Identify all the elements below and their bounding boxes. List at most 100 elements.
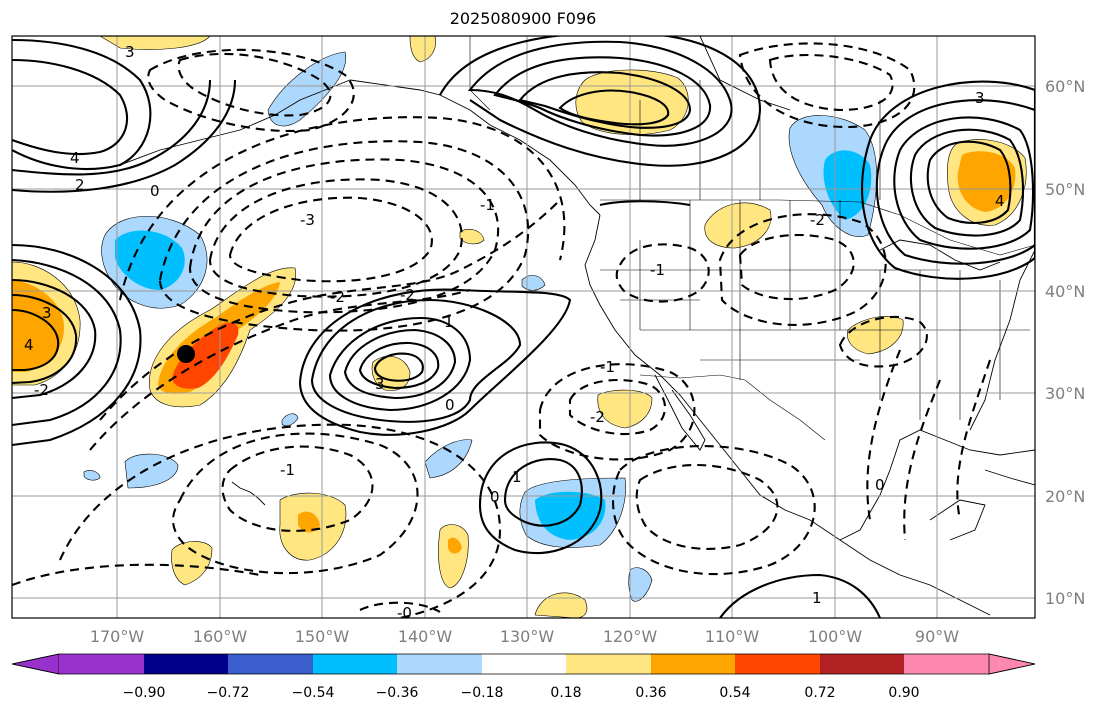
border-state-1 [639, 200, 1001, 420]
coastline-hawaii [231, 481, 266, 506]
graticule-layer [12, 36, 1035, 618]
border-us-mexico [639, 374, 826, 441]
shade-positive-arctic-1 [409, 36, 436, 63]
lat-label-50n: 50°N [1045, 180, 1085, 199]
contour-negative-arctic-1 [177, 52, 332, 117]
contour-label-neg1-hawaii: -1 [280, 461, 295, 479]
shade-negative-small-6 [281, 413, 299, 427]
contour-label-4-west-pacific: 4 [24, 336, 34, 354]
coastline-gulf [839, 429, 1035, 541]
shade-positive-northeast-core [957, 151, 1016, 212]
lon-label-100w: 100°W [808, 627, 863, 646]
contour-label-4-northeast: 4 [995, 192, 1005, 210]
coastline-baja [654, 374, 706, 451]
contour-positive-central-outer-2 [298, 288, 572, 436]
colorbar-tick-neg018: −0.18 [461, 685, 504, 701]
colorbar-bin-6 [482, 654, 566, 674]
contour-label-1-central-pacific: 1 [444, 313, 454, 331]
contour-label-0-central-pacific: 0 [445, 396, 455, 414]
coastline-central-america [839, 539, 991, 616]
colorbar-tick-pos054: 0.54 [719, 685, 750, 701]
colorbar-tick-pos018: 0.18 [550, 685, 581, 701]
contour-positive-northeast-1 [893, 116, 1035, 250]
contour-positive-gulf-of-alaska-4 [12, 79, 237, 193]
shade-positive-mid-core-2 [448, 537, 462, 554]
contour-label-3-central-pacific: 3 [375, 375, 385, 393]
contour-positive-northeast-4 [875, 99, 1035, 265]
lon-label-90w: 90°W [915, 627, 959, 646]
lon-label-150w: 150°W [295, 627, 350, 646]
map-frame [11, 35, 1036, 619]
contour-negative-hawaii-1 [221, 445, 374, 532]
shade-positive-midwest [847, 316, 904, 355]
contour-positive-gulf-of-alaska-1 [12, 38, 152, 171]
longitude-labels: 170°W 160°W 150°W 140°W 130°W 120°W 110°… [90, 627, 959, 646]
colorbar-tick-neg072: −0.72 [207, 685, 250, 701]
colorbar-tick-pos090: 0.90 [888, 685, 919, 701]
contour-label-neg2-plains: -2 [810, 211, 825, 229]
contour-positive-west-2 [12, 293, 78, 385]
coastline-alaska [349, 79, 601, 216]
contour-positive-rockies-closed [599, 200, 691, 207]
contour-label-neg3-north-pacific: -3 [300, 211, 315, 229]
colorbar-outline [11, 653, 1036, 675]
colorbar-bin-10 [820, 654, 904, 674]
location-marker [177, 345, 195, 363]
contour-positive-central-3 [358, 341, 440, 390]
colorbar-bin-2 [144, 654, 228, 674]
colorbar-bin-8 [651, 654, 735, 674]
colorbar-bin-9 [735, 654, 820, 674]
contour-positive-central-outer [310, 298, 522, 423]
contour-positive-central-2 [343, 328, 457, 400]
shade-positive-jet-streak-core [172, 322, 239, 389]
contour-label-neg1-great-basin: -1 [650, 261, 665, 279]
contour-negative-plains-2 [718, 213, 887, 326]
contour-negative-tropics-3 [359, 601, 441, 613]
colorbar-bin-1 [59, 654, 144, 674]
contour-label-0-tropics: 0 [875, 476, 885, 494]
shade-positive-mexico-south [534, 592, 588, 618]
border-us-canada [600, 199, 1035, 256]
shade-positive-subtropical-3 [171, 541, 213, 586]
positive-contours-layer [12, 36, 1035, 618]
contour-negative-east-2 [903, 379, 941, 541]
contour-positive-tropical-1 [503, 458, 583, 527]
lat-label-10n: 10°N [1045, 589, 1085, 608]
lon-label-110w: 110°W [705, 627, 760, 646]
contour-label-3-west-pacific: 3 [42, 304, 52, 322]
contour-negative-north-pacific-3 [188, 158, 500, 314]
shade-positive-arctic-2 [99, 36, 211, 50]
contour-label-neg2-baja: -2 [590, 408, 605, 426]
lat-label-60n: 60°N [1045, 77, 1085, 96]
contour-positive-alaska-outer [439, 36, 762, 167]
contour-positive-gulf-of-alaska-3 [12, 79, 212, 176]
lon-label-160w: 160°W [193, 627, 248, 646]
contour-label-0-subtropical: 0 [490, 488, 500, 506]
contour-positive-northeast-5 [861, 80, 1035, 280]
border-state-2 [600, 269, 1030, 361]
lon-label-120w: 120°W [603, 627, 658, 646]
colorbar-bin-7 [566, 654, 651, 674]
negative-contours-layer [12, 42, 991, 618]
contour-negative-jet-1 [99, 199, 561, 421]
contour-negative-far-south [12, 563, 261, 586]
shade-positive-small-1 [459, 228, 485, 245]
contour-negative-baja-1 [568, 379, 666, 436]
contour-label-neg0-tropics: -0 [397, 604, 412, 622]
contour-negative-east-3 [956, 359, 991, 521]
colorbar-bin-5 [397, 654, 482, 674]
contour-negative-north-pacific-1 [228, 196, 433, 283]
contour-negative-canada-2 [738, 42, 916, 129]
contour-positive-west-4 [12, 258, 122, 427]
shade-positive-rockies [704, 202, 772, 249]
contour-positive-west-3 [12, 308, 60, 372]
coastline-cuba [984, 469, 1035, 486]
contour-negative-north-pacific-5 [118, 116, 566, 301]
contour-positive-northeast-2 [909, 128, 1025, 237]
contour-positive-northeast-3 [926, 140, 1012, 224]
coastline-east [969, 249, 1035, 431]
colorbar-tick-pos036: 0.36 [635, 685, 666, 701]
map-title: 2025080900 F096 [449, 9, 597, 28]
contour-negative-tropics-1 [635, 463, 779, 550]
